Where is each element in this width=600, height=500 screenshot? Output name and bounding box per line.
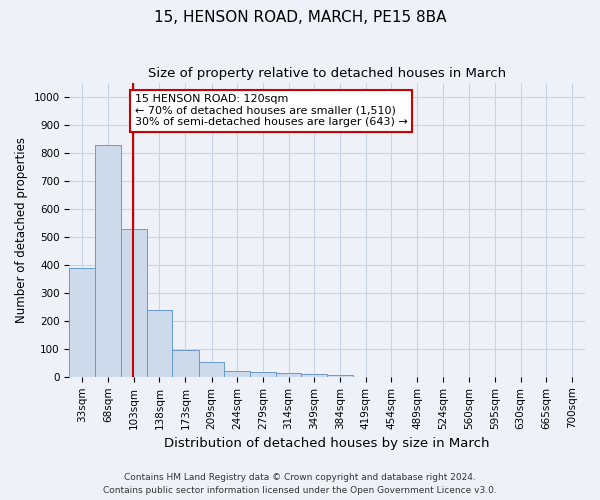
X-axis label: Distribution of detached houses by size in March: Distribution of detached houses by size … [164, 437, 490, 450]
Bar [70, 268, 95, 377]
Bar [199, 362, 224, 377]
Text: 15, HENSON ROAD, MARCH, PE15 8BA: 15, HENSON ROAD, MARCH, PE15 8BA [154, 10, 446, 25]
Text: Contains HM Land Registry data © Crown copyright and database right 2024.
Contai: Contains HM Land Registry data © Crown c… [103, 473, 497, 495]
Bar [146, 310, 172, 377]
Bar [224, 371, 250, 377]
Text: 15 HENSON ROAD: 120sqm
← 70% of detached houses are smaller (1,510)
30% of semi-: 15 HENSON ROAD: 120sqm ← 70% of detached… [135, 94, 407, 128]
Bar [121, 228, 146, 377]
Bar [276, 373, 301, 377]
Bar [327, 375, 353, 377]
Title: Size of property relative to detached houses in March: Size of property relative to detached ho… [148, 68, 506, 80]
Y-axis label: Number of detached properties: Number of detached properties [15, 137, 28, 323]
Bar [301, 374, 327, 377]
Bar [172, 350, 199, 377]
Bar [95, 144, 121, 377]
Bar [250, 372, 276, 377]
